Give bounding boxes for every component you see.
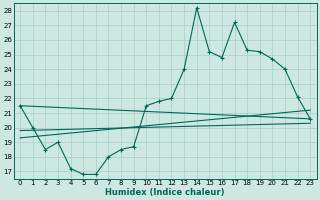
- X-axis label: Humidex (Indice chaleur): Humidex (Indice chaleur): [106, 188, 225, 197]
